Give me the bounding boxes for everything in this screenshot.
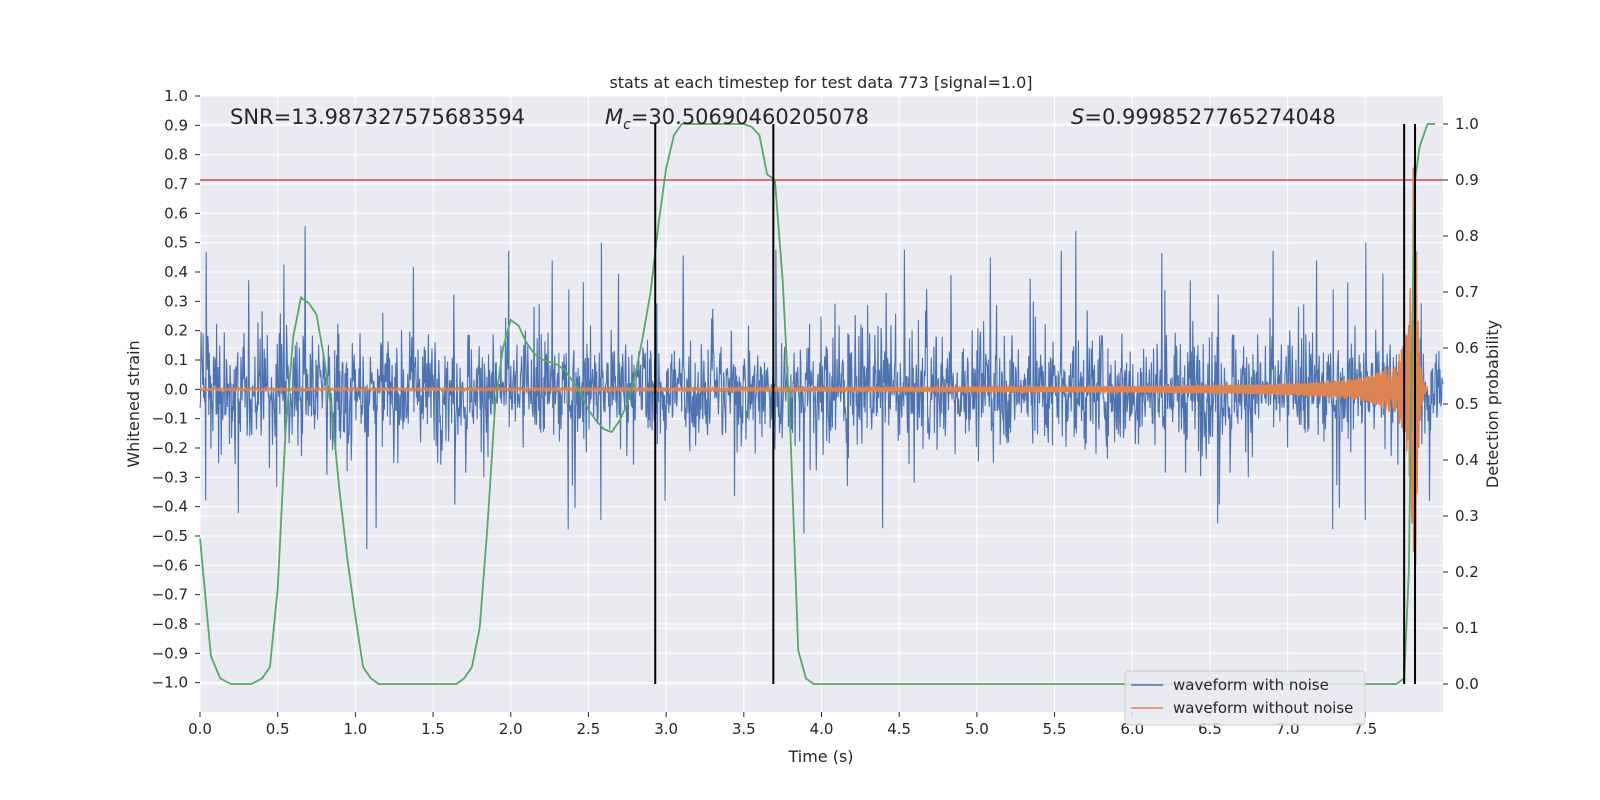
series-waveform-with-noise [199, 226, 1444, 550]
y-left-tick-label: −0.8 [152, 615, 188, 633]
y-left-tick-label: −0.3 [152, 468, 188, 486]
chirp-mass-annotation: Mc=30.50690460205078 [605, 105, 869, 133]
series-detection-probability [199, 123, 1436, 685]
y-right-tick-label: 0.6 [1455, 339, 1479, 357]
series-waveform-without-noise [199, 165, 1429, 566]
chirp-mass-symbol: M [605, 105, 623, 129]
y-axis-left-label: Whitened strain [124, 340, 143, 467]
y-left-tick-label: −0.1 [152, 410, 188, 428]
y-left-tick-label: 1.0 [164, 87, 188, 105]
x-tick-label: 3.0 [654, 720, 678, 738]
y-right-tick-label: 0.1 [1455, 619, 1479, 637]
y-right-tick-label: 0.4 [1455, 451, 1479, 469]
y-axis-right-label: Detection probability [1483, 320, 1502, 488]
y-right-tick-label: 0.0 [1455, 675, 1479, 693]
y-left-tick-label: 0.0 [164, 380, 188, 398]
y-left-tick-label: 0.2 [164, 322, 188, 340]
y-left-tick-label: 0.1 [164, 351, 188, 369]
y-right-tick-label: 0.8 [1455, 227, 1479, 245]
clean-line [199, 165, 1429, 566]
x-tick-label: 1.5 [421, 720, 445, 738]
y-right-tick-label: 0.2 [1455, 563, 1479, 581]
y-left-tick-label: −0.2 [152, 439, 188, 457]
x-tick-label: 0.5 [266, 720, 290, 738]
legend-label-clean: waveform without noise [1173, 699, 1353, 717]
x-axis-label: Time (s) [787, 747, 853, 766]
y-right-tick-label: 0.9 [1455, 171, 1479, 189]
y-left-tick-label: −1.0 [152, 674, 188, 692]
vertical-markers [654, 124, 1417, 684]
chirp-mass-subscript: c [623, 117, 631, 133]
noise-line [199, 226, 1444, 550]
x-tick-label: 2.5 [577, 720, 601, 738]
y-left-tick-label: 0.8 [164, 146, 188, 164]
x-tick-label: 0.0 [188, 720, 212, 738]
x-tick-label: 4.5 [887, 720, 911, 738]
score-annotation: S=0.9998527765274048 [1071, 105, 1336, 129]
legend-label-noise: waveform with noise [1173, 676, 1329, 694]
chirp-mass-value: =30.50690460205078 [631, 105, 869, 129]
y-left-tick-label: −0.4 [152, 498, 188, 516]
y-left-tick-label: 0.6 [164, 204, 188, 222]
score-value: =0.9998527765274048 [1084, 105, 1335, 129]
y-right-tick-label: 0.3 [1455, 507, 1479, 525]
y-left-tick-label: 0.3 [164, 292, 188, 310]
x-tick-label: 3.5 [732, 720, 756, 738]
probability-line [199, 123, 1436, 685]
y-left-tick-label: −0.7 [152, 586, 188, 604]
y-left-tick-label: −0.6 [152, 556, 188, 574]
y-left-tick-label: 0.9 [164, 116, 188, 134]
y-left-tick-label: −0.9 [152, 644, 188, 662]
y-axis-right-ticks: 0.0 0.1 0.2 0.3 0.4 0.5 0.6 0.7 0.8 0.9 1.0 [1443, 115, 1479, 693]
legend: waveform with noise waveform without noi… [1124, 670, 1366, 726]
y-left-tick-label: 0.7 [164, 175, 188, 193]
y-right-tick-label: 0.7 [1455, 283, 1479, 301]
y-left-tick-label: 0.5 [164, 234, 188, 252]
x-tick-label: 1.0 [343, 720, 367, 738]
y-right-tick-label: 0.5 [1455, 395, 1479, 413]
x-tick-label: 4.0 [810, 720, 834, 738]
y-axis-left-ticks: −1.0 −0.9 −0.8 −0.7 −0.6 −0.5 −0.4 −0.3 −0.2 −0.1… [152, 87, 200, 692]
x-tick-label: 2.0 [499, 720, 523, 738]
x-tick-label: 5.0 [965, 720, 989, 738]
chart-title: stats at each timestep for test data 773… [609, 73, 1032, 92]
snr-annotation: SNR=13.987327575683594 [230, 105, 525, 129]
x-tick-label: 5.5 [1043, 720, 1067, 738]
y-right-tick-label: 1.0 [1455, 115, 1479, 133]
y-left-tick-label: −0.5 [152, 527, 188, 545]
legend-box [1124, 670, 1366, 726]
y-left-tick-label: 0.4 [164, 263, 188, 281]
score-symbol: S [1071, 105, 1084, 129]
